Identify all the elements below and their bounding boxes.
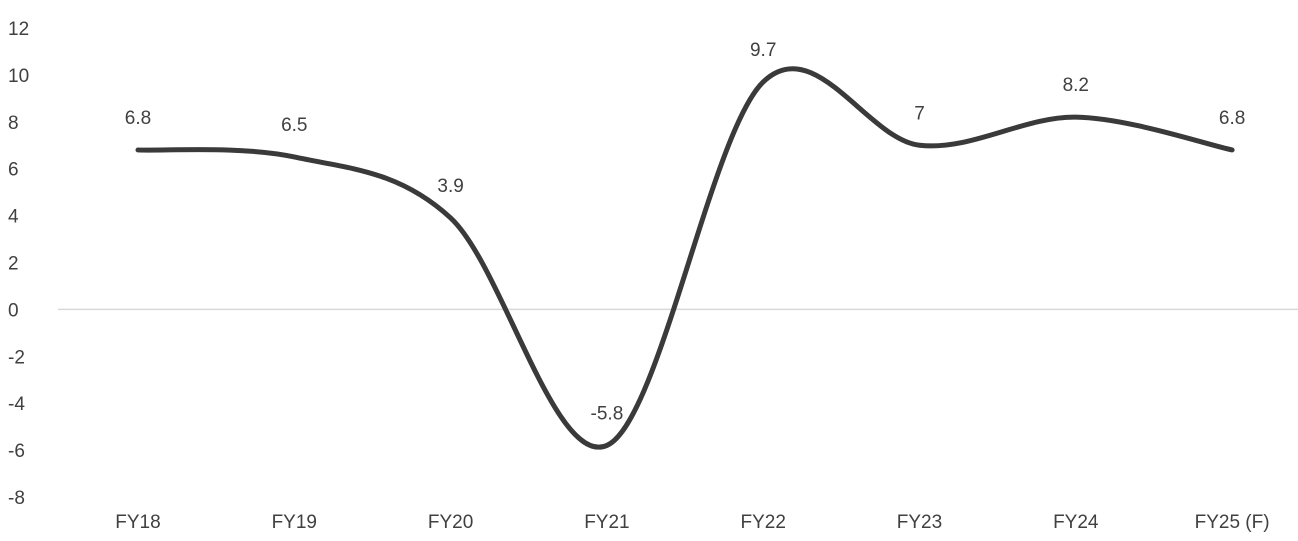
y-tick-label: 2	[8, 254, 19, 275]
y-tick-label: 12	[8, 19, 29, 40]
data-label: 3.9	[437, 176, 463, 197]
data-label: 9.7	[750, 40, 776, 61]
y-tick-label: 4	[8, 207, 19, 228]
data-label: 6.5	[281, 115, 307, 136]
series-line	[135, 66, 1235, 450]
y-tick-label: -4	[8, 394, 25, 415]
y-axis: 12 10 8 6 4 2 0 -2 -4 -6 -8	[8, 19, 29, 509]
x-tick-label: FY19	[272, 512, 317, 533]
y-tick-label: 6	[8, 160, 19, 181]
y-tick-label: 0	[8, 300, 19, 321]
x-tick-label: FY22	[740, 512, 785, 533]
x-tick-label: FY21	[584, 512, 629, 533]
x-tick-label: FY18	[115, 512, 160, 533]
y-tick-label: -6	[8, 441, 25, 462]
y-tick-label: -2	[8, 347, 25, 368]
x-tick-label: FY23	[897, 512, 942, 533]
data-label: 6.8	[1219, 108, 1245, 129]
data-labels: 6.8 6.5 3.9 -5.8 9.7 7 8.2 6.8	[125, 40, 1246, 424]
data-label: 6.8	[125, 108, 151, 129]
data-label: -5.8	[591, 403, 624, 424]
series-group	[135, 66, 1235, 450]
y-tick-label: 8	[8, 113, 19, 134]
y-tick-label: 10	[8, 66, 29, 87]
x-axis: FY18 FY19 FY20 FY21 FY22 FY23 FY24 FY25 (F)	[115, 512, 1269, 533]
data-label: 8.2	[1063, 75, 1089, 96]
data-label: 7	[914, 103, 925, 124]
y-tick-label: -8	[8, 488, 25, 509]
x-tick-label: FY20	[428, 512, 473, 533]
x-tick-label: FY25 (F)	[1195, 512, 1270, 533]
x-tick-label: FY24	[1053, 512, 1099, 533]
